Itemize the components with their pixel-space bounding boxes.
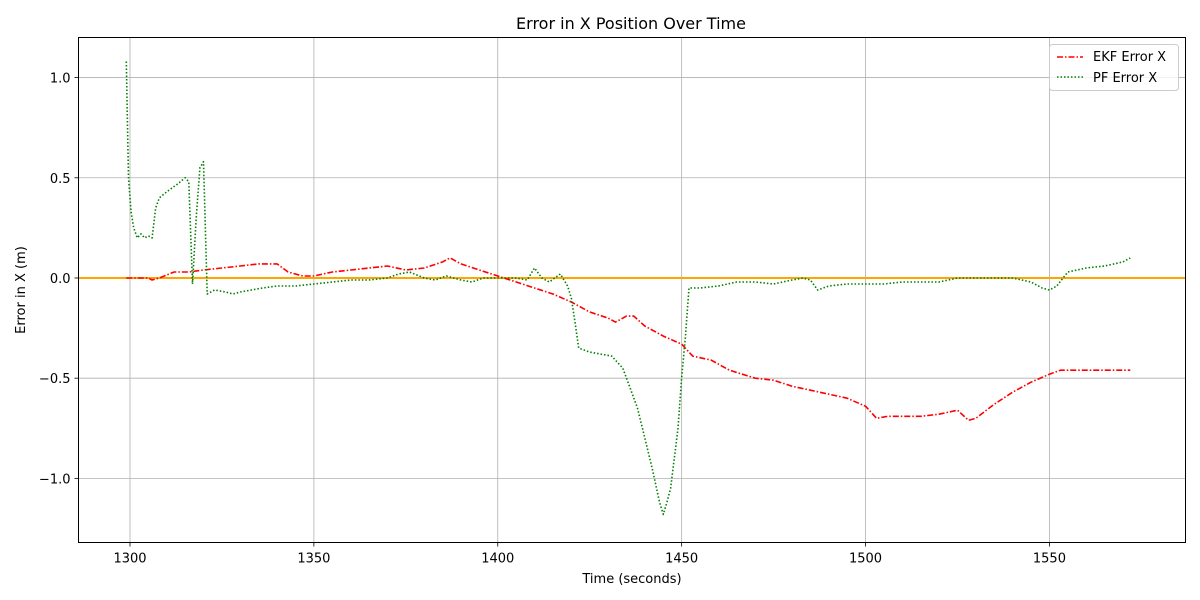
x-tick-label: 1450 xyxy=(665,552,698,567)
y-tick-label: −1.0 xyxy=(39,472,71,487)
legend-label-ekf: EKF Error X xyxy=(1093,50,1166,65)
y-axis-label: Error in X (m) xyxy=(14,246,29,334)
x-tick-label: 1500 xyxy=(849,552,882,567)
x-tick-label: 1350 xyxy=(297,552,330,567)
x-tick-label: 1300 xyxy=(113,552,146,567)
x-axis-label: Time (seconds) xyxy=(581,572,681,587)
grid xyxy=(78,37,1186,543)
legend-label-pf: PF Error X xyxy=(1093,71,1157,86)
series-group xyxy=(125,61,1131,516)
x-tick-label: 1400 xyxy=(481,552,514,567)
plot-frame xyxy=(78,37,1186,543)
y-tick-label: 0.0 xyxy=(50,272,71,287)
legend-box xyxy=(1049,44,1179,91)
chart-title: Error in X Position Over Time xyxy=(516,14,746,33)
y-tick-label: −0.5 xyxy=(39,372,71,387)
y-tick-label: 1.0 xyxy=(50,72,71,87)
y-axis-ticks: −1.0 −0.5 0.0 0.5 1.0 xyxy=(39,72,79,487)
x-tick-label: 1550 xyxy=(1033,552,1066,567)
x-axis-ticks: 1300 1350 1400 1450 1500 1550 xyxy=(113,542,1066,567)
legend: EKF Error X PF Error X xyxy=(1049,44,1179,91)
y-tick-label: 0.5 xyxy=(50,172,71,187)
ekf-error-x-line xyxy=(126,257,1131,422)
pf-error-x-line xyxy=(125,61,1131,516)
